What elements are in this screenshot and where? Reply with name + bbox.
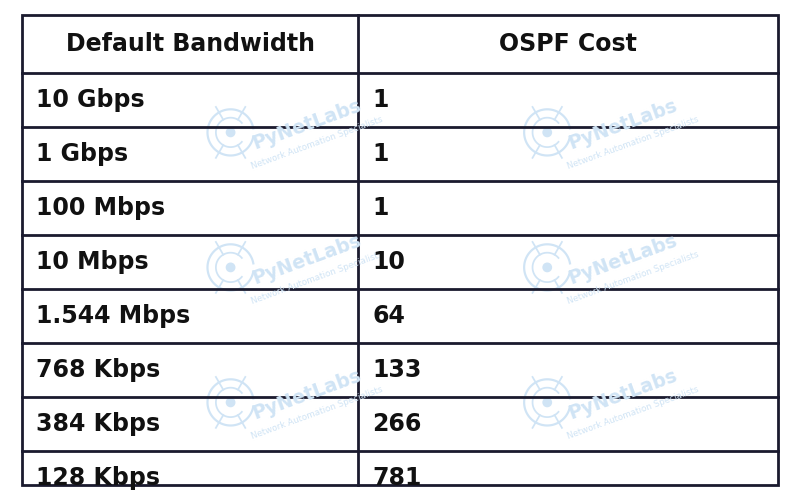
- Text: 128 Kbps: 128 Kbps: [36, 466, 160, 490]
- Text: 384 Kbps: 384 Kbps: [36, 412, 160, 436]
- Text: Default Bandwidth: Default Bandwidth: [66, 32, 314, 56]
- Circle shape: [226, 128, 234, 136]
- Text: 133: 133: [373, 358, 422, 382]
- Text: 266: 266: [373, 412, 422, 436]
- Text: 10: 10: [373, 250, 406, 274]
- Text: Network Automation Specialists: Network Automation Specialists: [566, 250, 700, 306]
- Text: 64: 64: [373, 304, 406, 328]
- Text: OSPF Cost: OSPF Cost: [499, 32, 637, 56]
- Text: 1: 1: [373, 196, 389, 220]
- Circle shape: [226, 263, 234, 272]
- Text: 1 Gbps: 1 Gbps: [36, 142, 128, 166]
- Text: 10 Mbps: 10 Mbps: [36, 250, 149, 274]
- Text: Network Automation Specialists: Network Automation Specialists: [250, 250, 384, 306]
- Text: Network Automation Specialists: Network Automation Specialists: [566, 385, 700, 441]
- Text: Network Automation Specialists: Network Automation Specialists: [566, 115, 700, 171]
- Text: Network Automation Specialists: Network Automation Specialists: [250, 115, 384, 171]
- Circle shape: [543, 263, 551, 272]
- Text: PyNetLabs: PyNetLabs: [250, 366, 363, 422]
- Circle shape: [226, 398, 234, 406]
- Text: 781: 781: [373, 466, 422, 490]
- Text: 100 Mbps: 100 Mbps: [36, 196, 165, 220]
- Text: Network Automation Specialists: Network Automation Specialists: [250, 385, 384, 441]
- Text: 768 Kbps: 768 Kbps: [36, 358, 160, 382]
- Text: PyNetLabs: PyNetLabs: [250, 230, 363, 287]
- Text: 10 Gbps: 10 Gbps: [36, 88, 145, 112]
- Text: 1: 1: [373, 142, 389, 166]
- Text: 1: 1: [373, 88, 389, 112]
- Text: PyNetLabs: PyNetLabs: [250, 96, 363, 152]
- Text: 1.544 Mbps: 1.544 Mbps: [36, 304, 190, 328]
- Text: PyNetLabs: PyNetLabs: [566, 366, 680, 422]
- Text: PyNetLabs: PyNetLabs: [566, 230, 680, 287]
- Circle shape: [543, 128, 551, 136]
- Text: PyNetLabs: PyNetLabs: [566, 96, 680, 152]
- Circle shape: [543, 398, 551, 406]
